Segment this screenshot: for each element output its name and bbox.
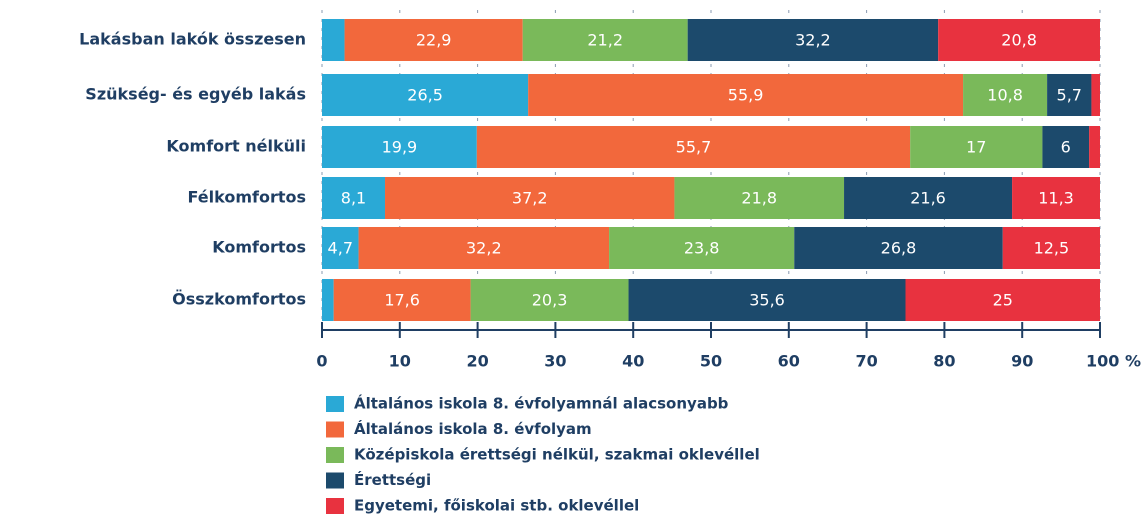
value-label: 26,5 [407, 86, 443, 105]
x-tick-label: 20 [466, 352, 488, 371]
value-label: 10,8 [987, 86, 1023, 105]
x-tick-label: 90 [1011, 352, 1033, 371]
value-label: 55,9 [728, 86, 764, 105]
bar-segment [1091, 74, 1100, 116]
legend-swatch [326, 421, 344, 438]
value-label: 20,3 [532, 291, 568, 310]
value-label: 32,2 [466, 239, 502, 258]
value-label: 20,8 [1001, 31, 1037, 50]
x-tick-label: 70 [855, 352, 877, 371]
bar-segment [844, 177, 1013, 219]
category-label: Összkomfortos [172, 290, 306, 309]
bar-segment [1042, 126, 1090, 168]
legend-swatch [326, 447, 344, 463]
x-tick-label: 60 [778, 352, 800, 371]
bar-segment [674, 177, 845, 219]
bar-segment [322, 19, 345, 61]
category-label: Komfortos [212, 238, 306, 257]
value-label: 8,1 [341, 189, 366, 208]
bar-segment [938, 19, 1100, 61]
value-label: 37,2 [512, 189, 548, 208]
bar-segment [322, 74, 529, 116]
value-label: 19,9 [382, 138, 418, 157]
value-label: 22,9 [416, 31, 452, 50]
bar-segment [344, 19, 523, 61]
x-tick-label: 10 [389, 352, 411, 371]
value-label: 21,2 [587, 31, 623, 50]
legend-swatch [326, 472, 344, 489]
value-label: 32,2 [795, 31, 831, 50]
value-label: 5,7 [1057, 86, 1082, 105]
value-label: 21,8 [741, 189, 777, 208]
category-label: Lakásban lakók összesen [79, 30, 306, 49]
x-tick-label: 0 [316, 352, 327, 371]
value-label: 55,7 [676, 138, 712, 157]
category-label: Szükség- és egyéb lakás [85, 85, 306, 104]
bar-segment [963, 74, 1048, 116]
bar-segment [333, 279, 471, 321]
bar-segment [322, 177, 386, 219]
category-label: Félkomfortos [188, 188, 307, 207]
bar-segment [322, 126, 477, 168]
legend-label: Általános iskola 8. évfolyamnál alacsony… [354, 394, 729, 413]
bar-segment [905, 279, 1100, 321]
bar-segment [322, 227, 359, 269]
value-label: 17 [966, 138, 986, 157]
category-label: Komfort nélküli [166, 137, 306, 156]
legend-label: Általános iskola 8. évfolyam [354, 419, 592, 438]
value-label: 12,5 [1034, 239, 1070, 258]
bar-segment [470, 279, 629, 321]
legend-swatch [326, 498, 344, 514]
x-tick-label: 50 [700, 352, 722, 371]
legend-label: Érettségi [354, 470, 431, 489]
x-tick-label: 80 [933, 352, 955, 371]
bar-segment [1002, 227, 1100, 269]
value-label: 35,6 [749, 291, 785, 310]
x-tick-label: 100 % [1086, 352, 1141, 371]
value-label: 6 [1061, 138, 1071, 157]
bar-segment [528, 74, 964, 116]
legend-label: Középiskola érettségi nélkül, szakmai ok… [354, 446, 760, 464]
value-label: 4,7 [328, 239, 353, 258]
x-tick-label: 40 [622, 352, 644, 371]
bar-segment [476, 126, 911, 168]
bar-segment [1047, 74, 1092, 116]
bar-segment [385, 177, 675, 219]
bar-segment [322, 279, 334, 321]
value-label: 17,6 [384, 291, 420, 310]
value-label: 21,6 [910, 189, 946, 208]
bar-segment [522, 19, 688, 61]
bar-segment [628, 279, 906, 321]
x-tick-label: 30 [544, 352, 566, 371]
bar-segment [910, 126, 1043, 168]
legend-swatch [326, 396, 344, 412]
value-label: 25 [993, 291, 1013, 310]
value-label: 26,8 [881, 239, 917, 258]
bar-segment [794, 227, 1003, 269]
bar-segment [1012, 177, 1100, 219]
bar-segment [687, 19, 939, 61]
value-label: 23,8 [684, 239, 720, 258]
bar-segment [358, 227, 610, 269]
value-label: 11,3 [1038, 189, 1074, 208]
legend-label: Egyetemi, főiskolai stb. oklevéllel [354, 497, 639, 515]
bar-segment [609, 227, 795, 269]
bar-segment [1089, 126, 1100, 168]
